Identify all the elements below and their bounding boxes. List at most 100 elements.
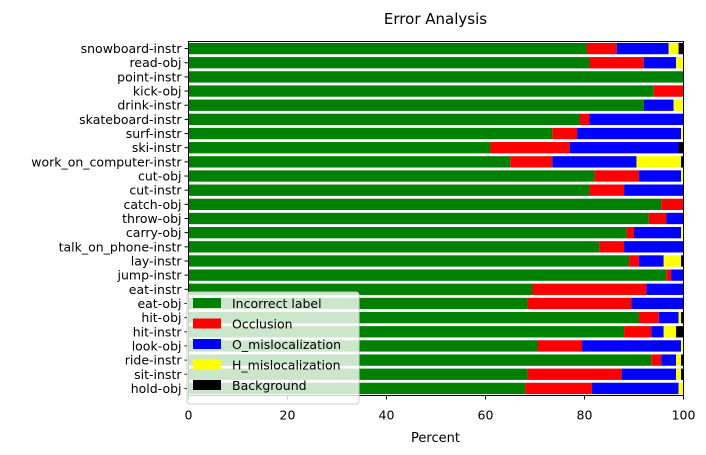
- bar-segment: [661, 354, 677, 366]
- y-tick-label: cut-obj: [138, 169, 182, 184]
- y-tick-label: lay-instr: [131, 253, 183, 268]
- bar-segment: [594, 170, 639, 182]
- bar-segment: [643, 57, 677, 69]
- bar-segment: [527, 368, 622, 380]
- y-tick-label: read-obj: [130, 55, 182, 70]
- bar-segment: [676, 368, 682, 380]
- legend-swatch: [193, 380, 221, 390]
- legend-swatch: [193, 298, 221, 308]
- y-tick-label: point-instr: [117, 69, 182, 84]
- y-tick-label: work_on_computer-instr: [31, 154, 182, 169]
- bar-segment: [188, 85, 654, 97]
- chart-title: Error Analysis: [384, 10, 487, 28]
- bar-segment: [188, 354, 652, 366]
- bar-segment: [666, 212, 684, 225]
- bar-segment: [569, 142, 679, 154]
- bar-segment: [586, 42, 617, 55]
- bar-segment: [681, 127, 684, 140]
- bar-segment: [638, 170, 682, 182]
- bar-segment: [616, 42, 669, 55]
- y-tick-label: hit-instr: [133, 324, 183, 339]
- x-tick-label: 80: [577, 408, 593, 423]
- bar-segment: [629, 255, 639, 267]
- legend-box: [186, 291, 360, 405]
- y-tick-label: sit-instr: [134, 367, 182, 382]
- bar-segment: [681, 170, 684, 182]
- bar-segment: [681, 156, 684, 168]
- bar-segment: [537, 340, 583, 352]
- y-tick-label: eat-instr: [129, 282, 183, 297]
- bar-segment: [188, 170, 595, 182]
- bar-segment: [188, 184, 590, 196]
- bar-segment: [624, 326, 652, 338]
- bar-segment: [490, 142, 570, 154]
- bar-segment: [527, 297, 632, 310]
- bar-segment: [188, 326, 625, 338]
- bar-segment: [532, 283, 647, 295]
- bar-segment: [621, 368, 677, 380]
- bar-segment: [648, 212, 667, 225]
- y-tick-label: carry-obj: [126, 225, 182, 240]
- legend-swatch: [193, 359, 221, 370]
- bar-segment: [188, 42, 587, 55]
- y-tick-label: skateboard-instr: [79, 112, 182, 127]
- bar-segment: [643, 99, 674, 111]
- x-axis-label: Percent: [411, 431, 460, 446]
- bar-segment: [651, 326, 664, 338]
- bar-segment: [188, 255, 630, 267]
- bar-segment: [651, 354, 662, 366]
- bar-segment: [676, 57, 684, 69]
- bar-segment: [188, 212, 649, 225]
- legend-label: H_mislocalization: [232, 358, 341, 373]
- bar-segment: [589, 113, 684, 126]
- bar-segment: [681, 255, 684, 267]
- bar-segment: [653, 85, 684, 97]
- legend-label: Occlusion: [232, 317, 293, 332]
- y-tick-label: drink-instr: [117, 98, 182, 113]
- x-tick-label: 100: [672, 408, 696, 423]
- bar-segment: [673, 99, 684, 111]
- bar-segment: [188, 283, 533, 295]
- y-tick-label: eat-obj: [137, 296, 181, 311]
- y-tick-label: cut-instr: [129, 183, 182, 198]
- bar-segment: [676, 354, 682, 366]
- y-tick-label: ride-instr: [125, 353, 183, 368]
- y-tick-label: kick-obj: [133, 84, 182, 99]
- x-tick-label: 0: [185, 408, 193, 423]
- bar-segment: [510, 156, 553, 168]
- bar-segment: [676, 326, 684, 338]
- bar-segment: [188, 340, 538, 352]
- y-tick-label: hit-obj: [141, 310, 181, 325]
- y-tick-label: throw-obj: [122, 211, 181, 226]
- bar-segment: [188, 57, 590, 69]
- bar-segment: [626, 226, 634, 239]
- legend-label: Incorrect label: [232, 296, 322, 311]
- bar-segment: [658, 311, 679, 324]
- plot-frame: [188, 41, 684, 396]
- bar-segment: [666, 269, 672, 281]
- y-tick-labels: snowboard-instrread-objpoint-instrkick-o…: [31, 41, 189, 396]
- bar-segment: [678, 311, 682, 324]
- bar-segment: [552, 127, 578, 140]
- bar-segment: [681, 354, 684, 366]
- bar-segment: [678, 142, 684, 154]
- bar-segment: [681, 311, 684, 324]
- x-tick-label: 40: [379, 408, 395, 423]
- bar-segment: [188, 71, 684, 83]
- bar-segment: [589, 57, 644, 69]
- bar-segment: [577, 127, 682, 140]
- bar-segment: [681, 368, 684, 380]
- x-axis: 0 20 40 60 80 100: [185, 395, 696, 423]
- y-tick-label: surf-instr: [126, 126, 183, 141]
- bar-segment: [636, 156, 682, 168]
- bar-segment: [188, 241, 600, 253]
- bar-segment: [188, 156, 511, 168]
- bar-segment: [681, 226, 684, 239]
- bar-segment: [591, 382, 679, 395]
- bar-segment: [525, 382, 592, 395]
- bar-segment: [671, 269, 684, 281]
- bar-segment: [663, 255, 682, 267]
- bar-segment: [188, 226, 627, 239]
- y-tick-label: catch-obj: [123, 197, 181, 212]
